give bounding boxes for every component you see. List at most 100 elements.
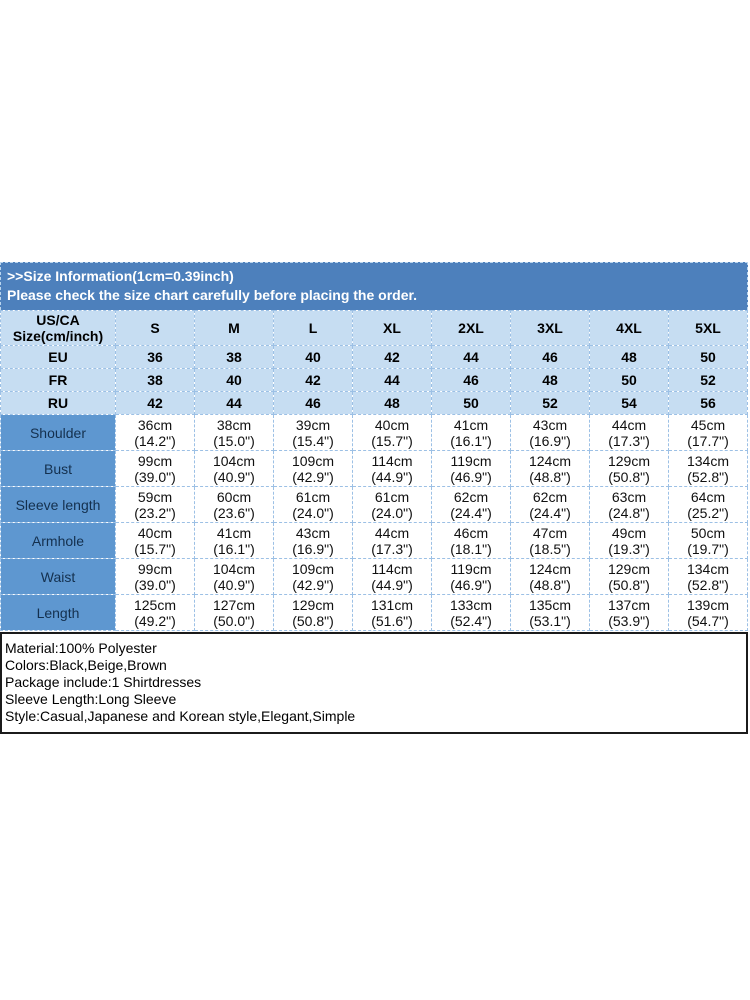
size-column-header: 2XL (431, 310, 511, 346)
measurement-cm-value: 43cm (295, 524, 331, 541)
measurement-cm-value: 114cm (371, 452, 413, 469)
measurement-label-cell: Waist (0, 558, 116, 595)
measurement-value-cell: 64cm (25.2") (668, 486, 748, 523)
measurement-value-cell: 45cm (17.7") (668, 414, 748, 451)
measurement-row: Length 125cm (49.2") 127cm (50.0") 129cm (50.8… (0, 594, 748, 631)
measurement-cm-value: 114cm (371, 560, 413, 577)
measurement-cm-value: 131cm (370, 596, 414, 613)
measurement-value-cell: 36cm (14.2") (115, 414, 195, 451)
measurement-value-cell: 62cm (24.4") (431, 486, 511, 523)
measurement-inch-value: (24.4") (529, 504, 571, 521)
measurement-value-cell: 109cm (42.9") (273, 450, 353, 487)
measurement-cm-value: 127cm (212, 596, 256, 613)
measurement-value-cell: 62cm (24.4") (510, 486, 590, 523)
measurement-value-cell: 38cm (15.0") (194, 414, 274, 451)
region-size-cell: 44 (431, 345, 511, 369)
measurement-value-cell: 134cm (52.8") (668, 450, 748, 487)
measurement-value-cell: 61cm (24.0") (273, 486, 353, 523)
measurement-cm-value: 45cm (690, 416, 726, 433)
measurement-row: Waist 99cm (39.0") 104cm (40.9") 109cm (42.9")… (0, 558, 748, 595)
measurement-inch-value: (23.2") (134, 504, 176, 521)
measurement-value-cell: 41cm (16.1") (194, 522, 274, 559)
measurement-value-cell: 50cm (19.7") (668, 522, 748, 559)
measurement-cm-value: 36cm (137, 416, 173, 433)
size-info-banner: >>Size Information(1cm=0.39inch) Please … (0, 262, 748, 310)
region-size-row: RU 42 44 46 48 50 52 54 56 (0, 391, 748, 415)
region-label-cell: EU (0, 345, 116, 369)
measurement-value-cell: 109cm (42.9") (273, 558, 353, 595)
measurement-cm-value: 124cm (528, 560, 572, 577)
measurement-cm-value: 124cm (528, 452, 572, 469)
size-column-header: 5XL (668, 310, 748, 346)
measurement-value-cell: 99cm (39.0") (115, 558, 195, 595)
measurement-value-cell: 134cm (52.8") (668, 558, 748, 595)
measurement-inch-value: (48.8") (529, 576, 571, 593)
measurement-inch-value: (51.6") (371, 612, 413, 629)
measurement-row: Armhole 40cm (15.7") 41cm (16.1") 43cm (16.9")… (0, 522, 748, 559)
measurement-inch-value: (44.9") (371, 576, 413, 593)
measurement-inch-value: (24.0") (292, 504, 334, 521)
measurement-inch-value: (16.1") (450, 432, 492, 449)
measurement-value-cell: 124cm (48.8") (510, 450, 590, 487)
region-size-cell: 42 (273, 368, 353, 392)
measurement-cm-value: 61cm (374, 488, 410, 505)
measurement-inch-value: (17.3") (608, 432, 650, 449)
measurement-cm-value: 49cm (611, 524, 647, 541)
measurement-value-cell: 44cm (17.3") (352, 522, 432, 559)
measurement-inch-value: (50.8") (292, 612, 334, 629)
measurement-inch-value: (19.3") (608, 540, 650, 557)
measurement-inch-value: (24.0") (371, 504, 413, 521)
measurement-value-cell: 124cm (48.8") (510, 558, 590, 595)
info-line-package: Package include:1 Shirtdresses (5, 674, 202, 690)
info-line-material: Material:100% Polyester (5, 640, 157, 656)
measurement-cm-value: 44cm (611, 416, 647, 433)
measurement-cm-value: 41cm (216, 524, 252, 541)
measurement-cm-value: 41cm (453, 416, 489, 433)
measurement-inch-value: (52.8") (687, 468, 729, 485)
measurement-value-cell: 49cm (19.3") (589, 522, 669, 559)
measurement-cm-value: 134cm (686, 560, 730, 577)
measurement-inch-value: (17.3") (371, 540, 413, 557)
measurement-inch-value: (50.8") (608, 576, 650, 593)
measurement-inch-value: (52.4") (450, 612, 492, 629)
region-size-cell: 40 (194, 368, 274, 392)
measurement-inch-value: (54.7") (687, 612, 729, 629)
measurement-cm-value: 129cm (291, 596, 335, 613)
region-size-cell: 50 (589, 368, 669, 392)
measurement-cm-value: 40cm (374, 416, 410, 433)
size-column-header: 3XL (510, 310, 590, 346)
measurement-value-cell: 131cm (51.6") (352, 594, 432, 631)
measurement-value-cell: 41cm (16.1") (431, 414, 511, 451)
corner-header-cell: US/CA Size(cm/inch) (0, 310, 116, 346)
measurement-cm-value: 50cm (690, 524, 726, 541)
measurement-inch-value: (50.0") (213, 612, 255, 629)
measurement-label-cell: Bust (0, 450, 116, 487)
measurement-label-cell: Shoulder (0, 414, 116, 451)
region-size-cell: 46 (510, 345, 590, 369)
measurement-inch-value: (39.0") (134, 468, 176, 485)
measurement-inch-value: (49.2") (134, 612, 176, 629)
region-size-cell: 52 (668, 368, 748, 392)
measurement-cm-value: 62cm (453, 488, 489, 505)
measurement-value-cell: 39cm (15.4") (273, 414, 353, 451)
measurement-inch-value: (39.0") (134, 576, 176, 593)
measurement-cm-value: 139cm (686, 596, 730, 613)
measurement-value-cell: 104cm (40.9") (194, 450, 274, 487)
measurement-value-cell: 125cm (49.2") (115, 594, 195, 631)
measurement-inch-value: (24.4") (450, 504, 492, 521)
region-size-cell: 44 (352, 368, 432, 392)
measurement-cm-value: 104cm (212, 452, 256, 469)
size-table: US/CA Size(cm/inch) S M L XL 2XL 3XL 4XL 5XL EU 36 3… (0, 310, 748, 631)
measurement-value-cell: 114cm (44.9") (352, 558, 432, 595)
measurement-inch-value: (16.9") (529, 432, 571, 449)
measurement-inch-value: (40.9") (213, 468, 255, 485)
measurement-cm-value: 63cm (611, 488, 647, 505)
measurement-cm-value: 129cm (607, 452, 651, 469)
measurement-inch-value: (46.9") (450, 468, 492, 485)
region-size-cell: 48 (510, 368, 590, 392)
size-header-row: US/CA Size(cm/inch) S M L XL 2XL 3XL 4XL 5XL (0, 310, 748, 346)
measurement-cm-value: 38cm (216, 416, 252, 433)
measurement-inch-value: (48.8") (529, 468, 571, 485)
region-size-cell: 42 (352, 345, 432, 369)
